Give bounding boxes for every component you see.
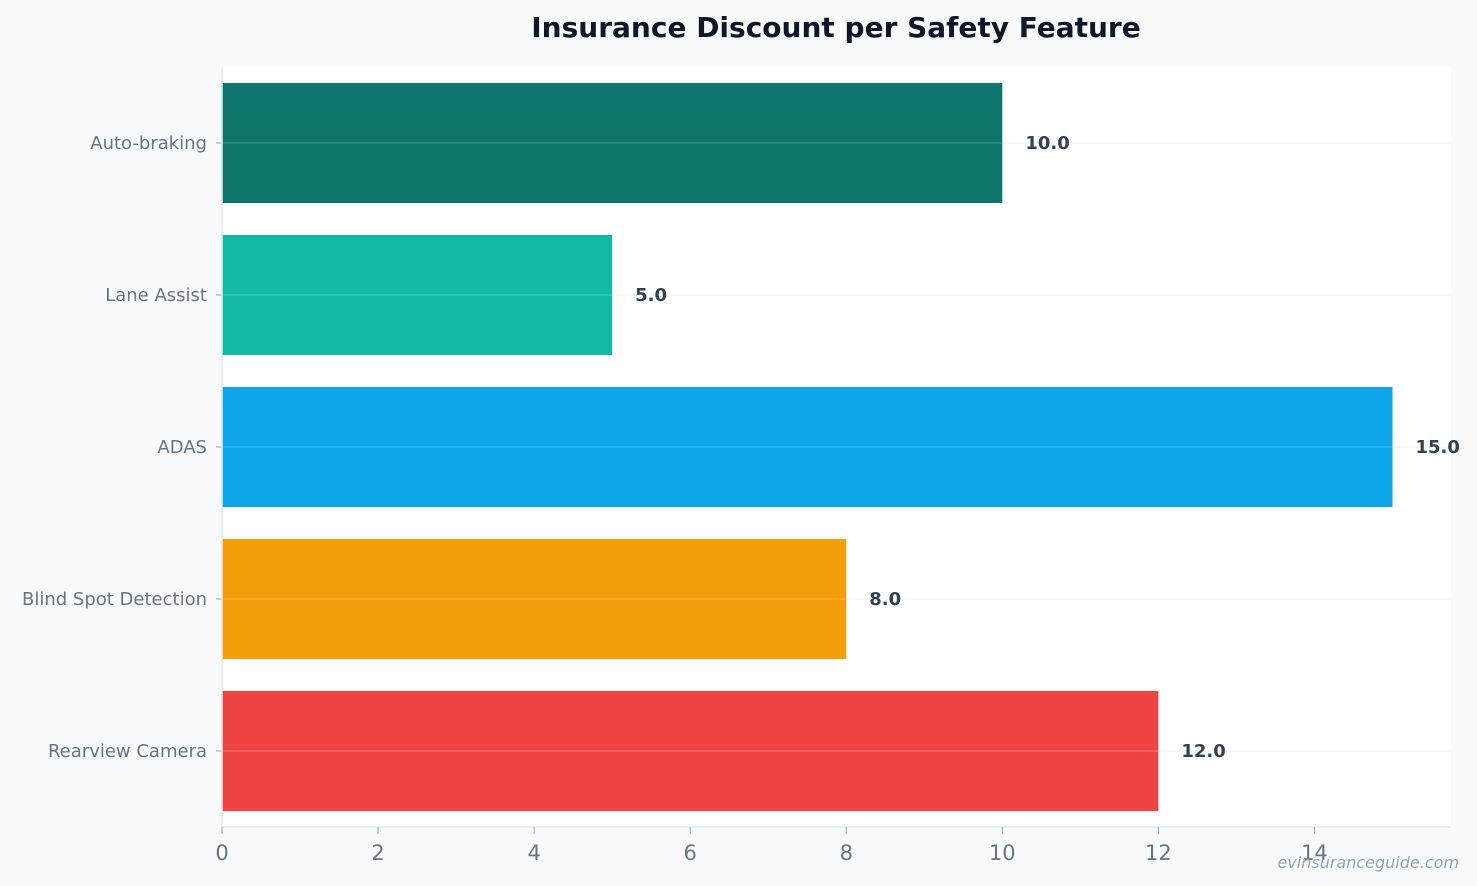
value-label-1: 5.0 (635, 285, 667, 306)
bar-4 (222, 690, 1159, 812)
bar-2 (222, 386, 1393, 508)
category-label-2: ADAS (157, 437, 207, 458)
value-label-4: 12.0 (1181, 741, 1225, 762)
bar-1 (222, 234, 613, 356)
value-label-2: 15.0 (1415, 437, 1459, 458)
x-tick-label-2: 4 (527, 841, 540, 865)
x-tick-label-7: 14 (1301, 841, 1328, 865)
x-tick-label-5: 10 (989, 841, 1016, 865)
axis-layer: Auto-braking Lane Assist ADAS Blind Spot De… (22, 67, 1451, 865)
x-tick-label-4: 8 (840, 841, 853, 865)
bar-0 (222, 82, 1003, 204)
value-label-3: 8.0 (869, 589, 901, 610)
category-label-0: Auto-braking (90, 133, 207, 154)
category-label-1: Lane Assist (105, 285, 207, 306)
x-tick-label-0: 0 (215, 841, 228, 865)
category-label-3: Blind Spot Detection (22, 589, 207, 610)
x-tick-label-6: 12 (1145, 841, 1172, 865)
watermark: evinsuranceguide.com (1277, 853, 1459, 872)
x-tick-label-1: 2 (371, 841, 384, 865)
value-label-0: 10.0 (1025, 133, 1069, 154)
x-tick-label-3: 6 (684, 841, 697, 865)
category-label-4: Rearview Camera (48, 741, 207, 762)
chart-title: Insurance Discount per Safety Feature (531, 11, 1140, 44)
bars-layer: 10.0 5.0 15.0 8.0 12.0 (222, 82, 1460, 812)
bar-3 (222, 538, 847, 660)
